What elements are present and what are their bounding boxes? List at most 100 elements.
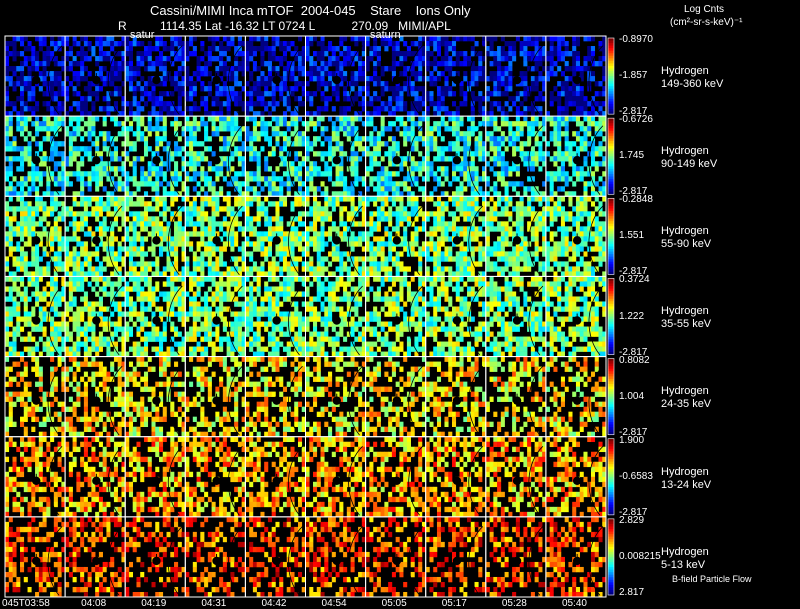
pixel-cell <box>121 216 126 222</box>
pixel-cell <box>275 206 280 212</box>
pixel-cell <box>38 121 43 127</box>
pixel-cell <box>159 96 164 102</box>
pixel-cell <box>132 266 137 272</box>
pixel-cell <box>57 161 62 167</box>
pixel-cell <box>470 76 475 82</box>
pixel-cell <box>42 231 47 237</box>
pixel-cell <box>391 106 396 112</box>
pixel-cell <box>579 146 584 152</box>
pixel-cell <box>174 126 179 132</box>
pixel-cell <box>587 141 592 147</box>
pixel-cell <box>504 66 509 72</box>
pixel-cell <box>376 251 381 257</box>
pixel-cell <box>373 211 378 217</box>
pixel-cell <box>192 206 197 212</box>
pixel-cell <box>294 226 299 232</box>
pixel-cell <box>155 216 160 222</box>
pixel-cell <box>192 221 197 227</box>
pixel-cell <box>53 236 58 242</box>
pixel-cell <box>121 206 126 212</box>
pixel-cell <box>132 71 137 77</box>
pixel-cell <box>222 196 227 202</box>
pixel-cell <box>519 51 524 57</box>
pixel-cell <box>68 236 73 242</box>
pixel-cell <box>433 241 438 247</box>
pixel-cell <box>264 236 269 242</box>
pixel-cell <box>313 171 318 177</box>
pixel-cell <box>470 206 475 212</box>
pixel-cell <box>5 56 10 62</box>
pixel-cell <box>358 71 363 77</box>
pixel-cell <box>234 186 239 192</box>
pixel-cell <box>181 251 186 257</box>
pixel-cell <box>436 146 442 152</box>
pixel-cell <box>110 151 115 157</box>
pixel-cell <box>279 86 284 92</box>
pixel-cell <box>369 221 374 227</box>
pixel-cell <box>508 56 513 62</box>
pixel-cell <box>301 261 306 267</box>
pixel-cell <box>369 166 374 172</box>
pixel-cell <box>159 211 164 217</box>
pixel-cell <box>8 221 13 227</box>
pixel-cell <box>418 161 423 167</box>
pixel-cell <box>451 216 457 222</box>
pixel-cell <box>132 111 137 117</box>
pixel-cell <box>301 191 306 197</box>
saturn-icon <box>392 156 402 165</box>
pixel-cell <box>16 206 21 212</box>
pixel-cell <box>433 101 438 107</box>
pixel-cell <box>313 141 318 147</box>
pixel-cell <box>358 241 363 247</box>
pixel-cell <box>309 181 314 187</box>
pixel-cell <box>399 51 404 57</box>
image-panel <box>64 195 126 277</box>
pixel-cell <box>65 66 70 72</box>
pixel-cell <box>286 106 291 112</box>
pixel-cell <box>121 106 126 112</box>
pixel-cell <box>286 46 291 52</box>
pixel-cell <box>335 61 340 67</box>
pixel-cell <box>316 251 321 257</box>
pixel-cell <box>436 256 442 262</box>
pixel-cell <box>320 191 325 197</box>
pixel-cell <box>128 211 134 217</box>
pixel-cell <box>572 66 577 72</box>
pixel-cell <box>343 261 348 267</box>
pixel-cell <box>132 146 137 152</box>
pixel-cell <box>587 36 592 42</box>
pixel-cell <box>125 191 130 197</box>
pixel-cell <box>252 186 257 192</box>
pixel-cell <box>83 251 88 257</box>
pixel-cell <box>83 51 88 57</box>
pixel-cell <box>113 201 118 207</box>
pixel-cell <box>444 91 449 97</box>
pixel-cell <box>324 231 329 237</box>
pixel-cell <box>204 111 209 117</box>
pixel-cell <box>68 211 73 217</box>
pixel-cell <box>230 226 235 232</box>
pixel-cell <box>421 136 426 142</box>
pixel-cell <box>275 101 280 107</box>
pixel-cell <box>410 161 415 167</box>
pixel-cell <box>83 171 88 177</box>
saturn-icon <box>212 236 221 245</box>
pixel-cell <box>587 51 592 57</box>
pixel-cell <box>106 206 111 212</box>
pixel-cell <box>249 226 254 232</box>
pixel-cell <box>189 246 194 252</box>
pixel-cell <box>234 101 239 107</box>
pixel-cell <box>459 226 464 232</box>
pixel-cell <box>260 146 265 152</box>
pixel-cell <box>282 196 288 202</box>
pixel-cell <box>545 51 550 57</box>
pixel-cell <box>478 56 483 62</box>
pixel-cell <box>485 266 490 272</box>
pixel-cell <box>46 271 51 277</box>
pixel-cell <box>143 191 149 197</box>
pixel-cell <box>350 271 355 277</box>
pixel-cell <box>42 91 47 97</box>
pixel-cell <box>53 161 58 167</box>
pixel-cell <box>527 56 532 62</box>
pixel-cell <box>80 211 85 217</box>
